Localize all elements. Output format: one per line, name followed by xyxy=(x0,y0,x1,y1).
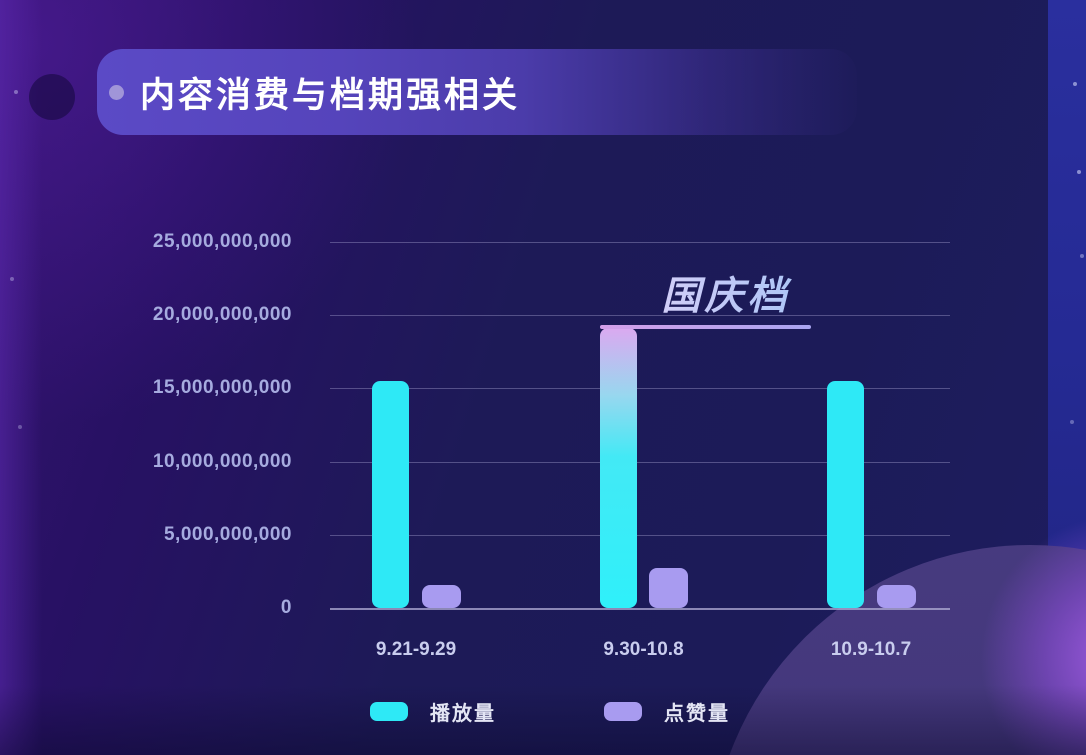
x-axis-line xyxy=(330,608,950,610)
legend-item-0: 播放量 xyxy=(370,697,496,726)
left-purple-band xyxy=(0,0,42,755)
bar-likes-1 xyxy=(649,568,688,608)
x-axis-label-0: 9.21-9.29 xyxy=(375,639,457,660)
title-backdrop-circle xyxy=(29,74,75,120)
y-tick-label: 5,000,000,000 xyxy=(163,523,292,545)
gridline xyxy=(330,388,950,390)
bullet-dot-icon xyxy=(109,84,124,100)
annotation-guoqingdang: 国庆档 xyxy=(596,265,856,321)
y-tick-label: 20,000,000,000 xyxy=(152,304,292,326)
x-axis-label-2: 10.9-10.7 xyxy=(830,639,912,660)
bar-playcount-1 xyxy=(599,328,637,608)
bar-playcount-2 xyxy=(827,381,864,608)
page-title: 内容消费与档期强相关 xyxy=(140,75,521,115)
y-tick-label: 10,000,000,000 xyxy=(152,450,292,472)
star-dot xyxy=(10,277,14,281)
right-blue-band xyxy=(1048,0,1086,755)
y-tick-label: 25,000,000,000 xyxy=(152,231,292,252)
star-dot xyxy=(1080,254,1084,258)
gridline xyxy=(330,534,950,536)
x-axis-label-1: 9.30-10.8 xyxy=(603,639,684,660)
y-tick-label: 15,000,000,000 xyxy=(152,377,292,399)
legend-swatch-icon xyxy=(604,702,642,721)
annotation-underline xyxy=(600,325,811,329)
title-banner: 内容消费与档期强相关 xyxy=(97,49,857,135)
bottom-vignette xyxy=(0,685,1086,755)
star-dot xyxy=(1077,170,1081,174)
bar-playcount-0 xyxy=(372,381,409,608)
legend-label: 点赞量 xyxy=(664,703,730,725)
bar-likes-0 xyxy=(421,584,461,608)
y-tick-label: 0 xyxy=(280,597,292,618)
star-dot xyxy=(14,90,18,94)
legend-swatch-icon xyxy=(370,702,408,721)
star-dot xyxy=(1070,420,1074,424)
legend-label: 播放量 xyxy=(430,703,496,725)
star-dot xyxy=(18,425,22,429)
violet-glow-circle xyxy=(975,508,1086,755)
gridline xyxy=(330,461,950,463)
bar-likes-2 xyxy=(876,584,916,608)
gridline xyxy=(330,242,950,243)
gridline xyxy=(330,315,950,317)
star-dot xyxy=(1073,82,1077,86)
legend-item-1: 点赞量 xyxy=(604,697,730,726)
